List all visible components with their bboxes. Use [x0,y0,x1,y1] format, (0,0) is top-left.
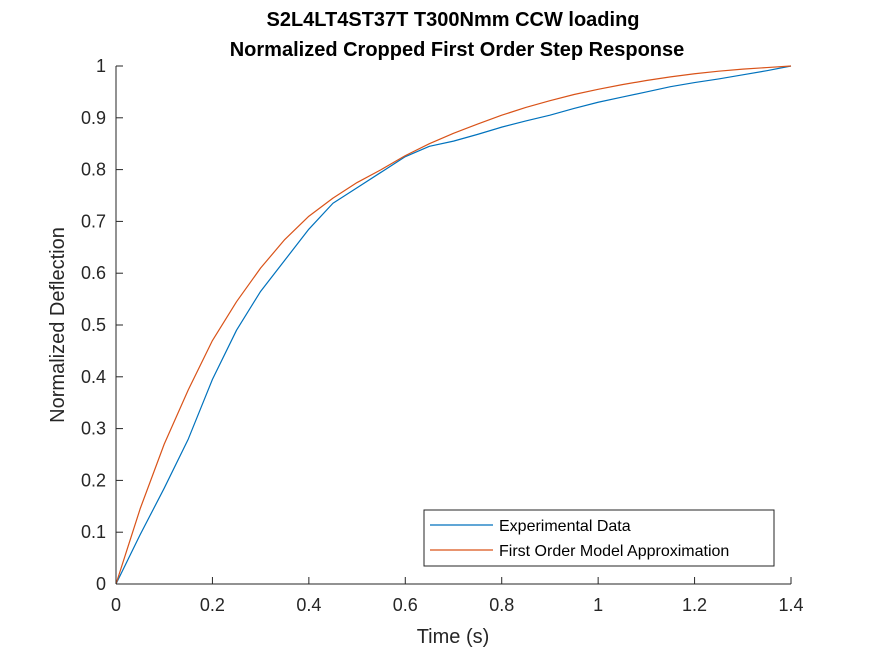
series-line-experimental-data [115,65,792,585]
y-tick-label: 0.9 [81,108,106,128]
y-tick-label: 0.1 [81,522,106,542]
series-layer [115,65,792,585]
legend: Experimental Data First Order Model Appr… [423,509,775,567]
legend-box [423,509,775,567]
x-tick-label: 1 [593,595,603,615]
x-tick-label: 0.4 [296,595,321,615]
x-tick-label: 1.4 [778,595,803,615]
x-tick-label: 0.2 [200,595,225,615]
y-axis-label: Normalized Deflection [47,227,69,423]
x-tick-label: 0 [111,595,121,615]
legend-label-experimental-data: Experimental Data [499,518,631,535]
x-axis-label: Time (s) [417,626,490,648]
y-tick-label: 0.7 [81,211,106,231]
x-ticks: 0 0.2 0.4 0.6 0.8 1 1.2 1.4 [111,577,804,615]
y-tick-label: 0.2 [81,470,106,490]
y-ticks: 0 0.1 0.2 0.3 0.4 0.5 0.6 0.7 0.8 0.9 1 [81,56,123,594]
y-tick-label: 0.4 [81,367,106,387]
y-tick-label: 0.8 [81,160,106,180]
x-tick-label: 1.2 [682,595,707,615]
series-line-first-order-model-approximation [115,65,792,585]
x-tick-label: 0.6 [393,595,418,615]
x-tick-label: 0.8 [489,595,514,615]
y-tick-label: 0.5 [81,315,106,335]
y-tick-label: 1 [96,56,106,76]
y-tick-label: 0.3 [81,419,106,439]
chart-title-line-1: S2L4LT4ST37T T300Nmm CCW loading [266,9,639,31]
y-tick-label: 0 [96,574,106,594]
legend-label-first-order-model: First Order Model Approximation [499,543,729,560]
y-tick-label: 0.6 [81,263,106,283]
chart-title-line-2: Normalized Cropped First Order Step Resp… [230,39,685,61]
plot-area [116,66,791,584]
